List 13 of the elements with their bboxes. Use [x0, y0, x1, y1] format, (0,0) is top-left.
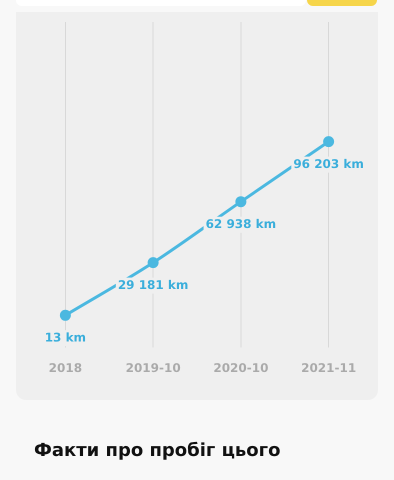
- point: [60, 310, 71, 321]
- data-label: 29 181 km: [118, 278, 188, 292]
- point: [235, 196, 246, 208]
- text: Факти про пробіг цього: [34, 440, 280, 461]
- x-tick-label: 2018: [48, 360, 82, 375]
- x-tick-label: 2019-10: [126, 360, 181, 375]
- x-tick-label: 2021-11: [301, 360, 356, 375]
- data-label: 96 203 km: [293, 156, 364, 171]
- x-tick-label: 2020-10: [213, 360, 268, 375]
- point: [148, 257, 159, 268]
- data-label: 62 938 km: [206, 216, 276, 231]
- point: [323, 136, 334, 148]
- data-label: 13 km: [44, 330, 86, 344]
